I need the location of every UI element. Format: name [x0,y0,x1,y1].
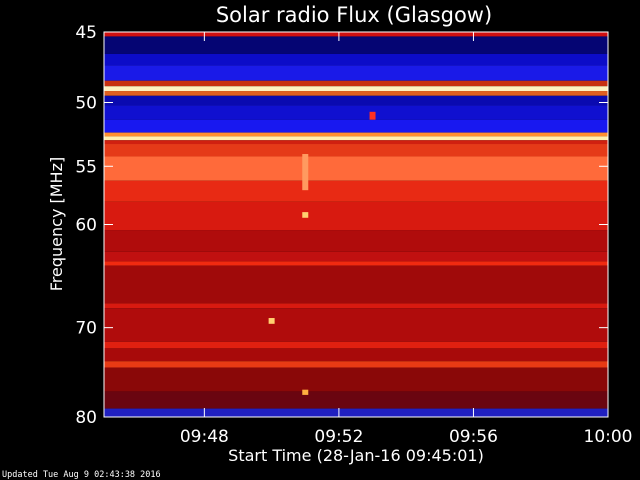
plot-area [104,32,608,417]
x-tick-label-3: 10:00 [584,427,633,447]
chart-title: Solar radio Flux (Glasgow) [216,3,492,27]
frequency-band-27 [104,391,608,409]
frequency-band-24 [104,348,608,362]
frequency-band-21 [104,303,608,309]
frequency-band-18 [104,251,608,262]
burst-mark-0 [369,111,376,120]
frequency-band-8 [104,105,608,120]
frequency-band-23 [104,341,608,349]
frequency-band-4 [104,80,608,87]
frequency-band-20 [104,265,608,304]
x-axis-ticks: 09:48 09:52 09:56 10:00 [180,32,633,447]
frequency-band-16 [104,201,608,231]
y-axis-ticks: 45 50 55 60 70 80 [75,23,608,428]
frequency-band-19 [104,261,608,266]
frequency-band-1 [104,36,608,54]
x-tick-label-0: 09:48 [180,427,229,447]
y-tick-label-2: 55 [75,157,97,177]
burst-mark-4 [302,389,309,395]
frequency-band-22 [104,308,608,342]
frequency-band-3 [104,65,608,81]
x-tick-label-2: 09:56 [449,427,498,447]
burst-mark-2 [302,153,309,191]
frequency-band-5 [104,86,608,92]
frequency-band-11 [104,136,608,141]
frequency-band-9 [104,119,608,133]
frequency-band-12 [104,140,608,145]
updated-timestamp: Updated Tue Aug 9 02:43:38 2016 [2,470,161,480]
burst-mark-1 [302,212,309,218]
frequency-band-15 [104,180,608,202]
frequency-band-6 [104,91,608,96]
frequency-band-26 [104,367,608,392]
y-axis-label: Frequency [MHz] [47,157,66,291]
y-tick-label-0: 45 [75,23,97,43]
y-tick-label-4: 70 [75,319,97,339]
frequency-band-10 [104,132,608,137]
burst-mark-3 [268,318,275,324]
x-axis-label: Start Time (28-Jan-16 09:45:01) [228,446,484,465]
frequency-band-17 [104,230,608,252]
frequency-band-14 [104,156,608,181]
frequency-band-2 [104,53,608,66]
x-tick-label-1: 09:52 [314,427,363,447]
frequency-band-13 [104,144,608,157]
y-tick-label-5: 80 [75,408,97,428]
frequency-band-25 [104,361,608,368]
y-tick-label-1: 50 [75,94,97,114]
frequency-band-0 [104,32,608,37]
y-tick-label-3: 60 [75,216,97,236]
frequency-band-28 [104,408,608,417]
frequency-band-7 [104,95,608,106]
